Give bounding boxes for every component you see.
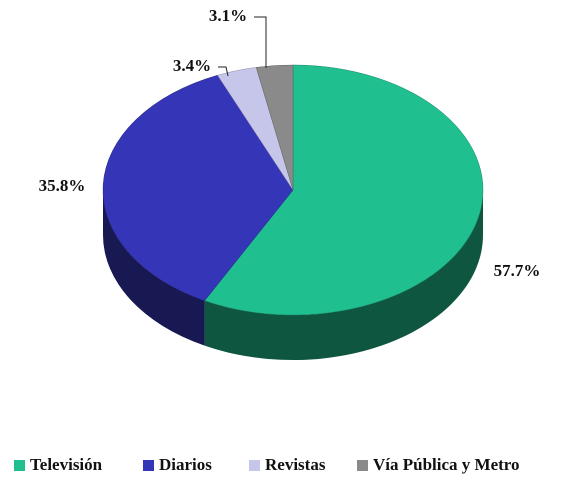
data-label: 35.8% <box>39 176 86 195</box>
slice-side <box>204 190 484 360</box>
slice <box>204 64 484 316</box>
slice <box>102 74 294 301</box>
legend-label: Vía Pública y Metro <box>373 455 520 474</box>
leader-line <box>254 16 267 68</box>
data-label: 57.7% <box>494 261 541 280</box>
data-label: 3.4% <box>173 56 211 75</box>
legend-swatch <box>249 460 260 471</box>
legend-label: Diarios <box>159 455 212 474</box>
leader-line <box>218 66 229 77</box>
slice <box>255 64 294 191</box>
legend-label: Televisión <box>30 455 103 474</box>
slice-side <box>102 190 205 346</box>
legend-swatch <box>143 460 154 471</box>
legend-swatch <box>14 460 25 471</box>
legend-label: Revistas <box>265 455 326 474</box>
legend-swatch <box>357 460 368 471</box>
data-labels: 57.7% 35.8% 3.4% 3.1% <box>39 6 541 280</box>
data-label: 3.1% <box>209 6 247 25</box>
legend: Televisión Diarios Revistas Vía Pública y M… <box>14 455 520 474</box>
pie <box>102 64 484 360</box>
